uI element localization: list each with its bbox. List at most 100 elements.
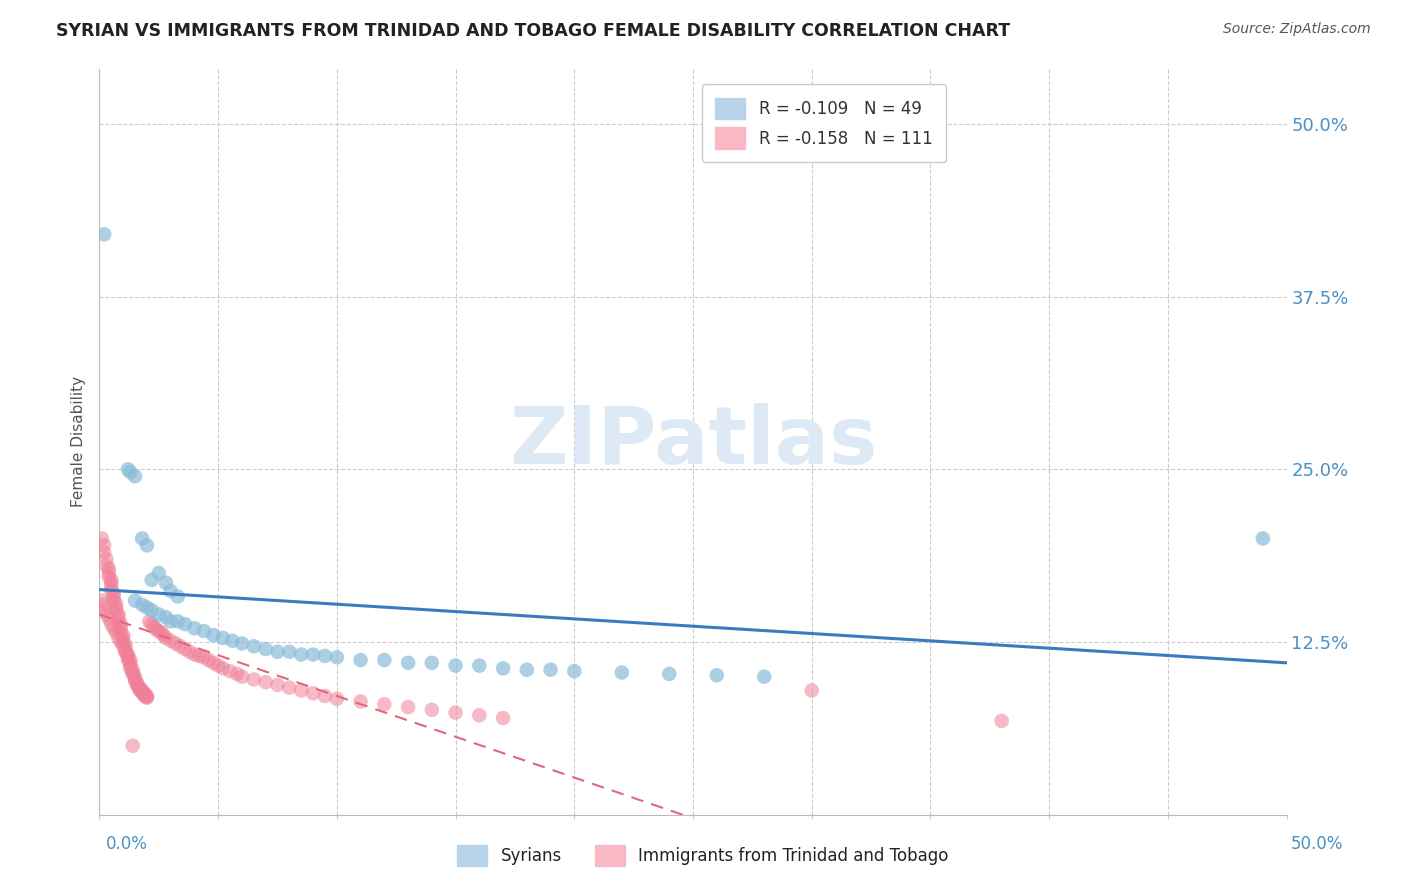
Text: 0.0%: 0.0% xyxy=(105,835,148,853)
Y-axis label: Female Disability: Female Disability xyxy=(72,376,86,508)
Point xyxy=(302,648,325,662)
Point xyxy=(93,598,115,612)
Point xyxy=(212,661,235,675)
Point xyxy=(103,593,125,607)
Point xyxy=(396,656,419,670)
Point xyxy=(93,603,115,617)
Point xyxy=(150,625,173,640)
Point xyxy=(197,653,219,667)
Point xyxy=(131,598,153,612)
Point xyxy=(124,593,146,607)
Point xyxy=(93,538,115,552)
Point xyxy=(128,681,150,695)
Point xyxy=(114,642,136,657)
Point xyxy=(107,631,129,645)
Point xyxy=(110,625,132,640)
Text: 50.0%: 50.0% xyxy=(1291,835,1343,853)
Point xyxy=(492,711,515,725)
Point xyxy=(134,686,156,700)
Point xyxy=(128,682,150,697)
Point xyxy=(110,617,132,632)
Point xyxy=(127,679,149,693)
Point xyxy=(159,615,181,629)
Point xyxy=(121,665,143,680)
Point xyxy=(373,698,395,712)
Point xyxy=(105,596,128,610)
Point xyxy=(135,690,157,705)
Point xyxy=(152,628,174,642)
Point xyxy=(516,663,538,677)
Point xyxy=(278,645,301,659)
Point xyxy=(492,661,515,675)
Text: ZIPatlas: ZIPatlas xyxy=(509,402,877,481)
Point xyxy=(100,584,122,599)
Point xyxy=(202,656,225,670)
Point xyxy=(131,686,153,700)
Point xyxy=(141,617,163,632)
Point xyxy=(105,600,128,615)
Point xyxy=(155,631,177,645)
Point xyxy=(100,580,122,594)
Point xyxy=(141,573,163,587)
Point xyxy=(117,648,139,663)
Point xyxy=(124,673,146,688)
Point xyxy=(349,653,371,667)
Point xyxy=(90,532,112,546)
Point xyxy=(107,607,129,622)
Point xyxy=(658,666,681,681)
Point xyxy=(117,653,139,667)
Point xyxy=(97,566,120,580)
Point xyxy=(349,694,371,708)
Point xyxy=(112,639,135,653)
Point xyxy=(302,686,325,700)
Point xyxy=(1251,532,1274,546)
Point xyxy=(290,683,312,698)
Point xyxy=(134,688,156,702)
Point xyxy=(128,683,150,698)
Point xyxy=(90,593,112,607)
Point xyxy=(290,648,312,662)
Point xyxy=(188,648,211,663)
Point xyxy=(266,678,288,692)
Legend: R = -0.109   N = 49, R = -0.158   N = 111: R = -0.109 N = 49, R = -0.158 N = 111 xyxy=(702,85,946,162)
Point xyxy=(114,638,136,652)
Point xyxy=(93,545,115,559)
Point xyxy=(610,665,633,680)
Point xyxy=(135,600,157,615)
Point xyxy=(120,465,142,479)
Point xyxy=(562,664,585,678)
Point xyxy=(121,663,143,677)
Point xyxy=(112,635,135,649)
Point xyxy=(107,610,129,624)
Point xyxy=(117,648,139,662)
Point xyxy=(117,650,139,665)
Point xyxy=(242,639,264,653)
Point xyxy=(148,566,170,580)
Point xyxy=(219,664,242,678)
Point xyxy=(155,575,177,590)
Point xyxy=(112,631,135,645)
Point xyxy=(135,538,157,552)
Point xyxy=(174,642,197,657)
Legend: Syrians, Immigrants from Trinidad and Tobago: Syrians, Immigrants from Trinidad and To… xyxy=(450,838,956,873)
Point xyxy=(103,621,125,635)
Point xyxy=(165,636,187,650)
Point xyxy=(103,587,125,601)
Point xyxy=(202,628,225,642)
Point xyxy=(135,690,157,705)
Point xyxy=(107,615,129,629)
Point xyxy=(110,635,132,649)
Point xyxy=(141,603,163,617)
Point xyxy=(226,666,249,681)
Point xyxy=(159,584,181,599)
Point xyxy=(97,570,120,584)
Point xyxy=(97,611,120,625)
Point xyxy=(127,678,149,692)
Point xyxy=(314,648,336,663)
Point xyxy=(112,628,135,642)
Point xyxy=(124,469,146,483)
Point xyxy=(420,656,443,670)
Point xyxy=(124,673,146,687)
Point xyxy=(990,714,1012,728)
Point xyxy=(110,621,132,635)
